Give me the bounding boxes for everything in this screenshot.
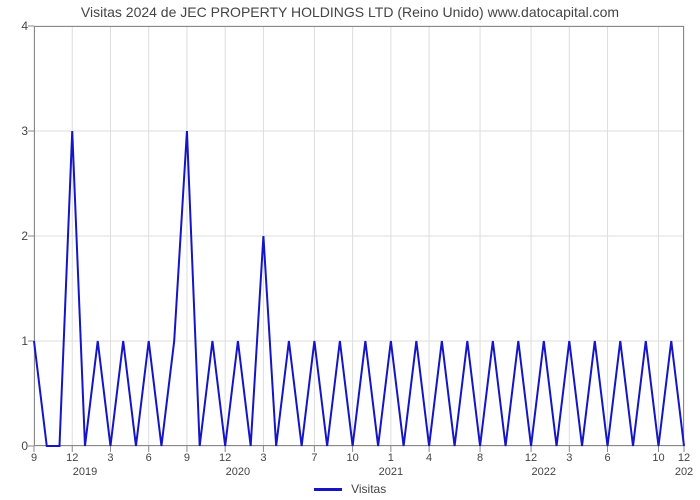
x-tick-label: 1: [388, 452, 394, 464]
x-tick-label: 8: [477, 452, 483, 464]
y-tick-label: 0: [4, 439, 28, 453]
x-year-label: 2021: [379, 466, 403, 478]
x-tick-label: 12: [219, 452, 231, 464]
x-tick-label: 6: [604, 452, 610, 464]
x-tick-label: 6: [146, 452, 152, 464]
x-year-label: 202: [675, 466, 693, 478]
x-year-label: 2022: [532, 466, 556, 478]
chart-title: Visitas 2024 de JEC PROPERTY HOLDINGS LT…: [0, 4, 700, 20]
x-year-label: 2019: [73, 466, 97, 478]
x-year-label: 2020: [226, 466, 250, 478]
chart-svg: [34, 26, 684, 446]
plot-area: [34, 26, 684, 446]
x-tick-label: 3: [107, 452, 113, 464]
y-tick-label: 4: [4, 19, 28, 33]
x-tick-label: 3: [566, 452, 572, 464]
y-tick-label: 2: [4, 229, 28, 243]
y-tick-label: 1: [4, 334, 28, 348]
legend-swatch: [314, 488, 342, 491]
x-tick-label: 12: [66, 452, 78, 464]
chart-container: Visitas 2024 de JEC PROPERTY HOLDINGS LT…: [0, 0, 700, 500]
legend: Visitas: [0, 481, 700, 496]
legend-label: Visitas: [351, 482, 386, 496]
y-tick-label: 3: [4, 124, 28, 138]
x-tick-label: 9: [31, 452, 37, 464]
x-tick-label: 3: [260, 452, 266, 464]
x-tick-label: 9: [184, 452, 190, 464]
x-tick-label: 10: [652, 452, 664, 464]
x-tick-label: 12: [678, 452, 690, 464]
x-tick-label: 10: [347, 452, 359, 464]
x-tick-label: 12: [525, 452, 537, 464]
x-tick-label: 7: [311, 452, 317, 464]
x-tick-label: 4: [426, 452, 432, 464]
